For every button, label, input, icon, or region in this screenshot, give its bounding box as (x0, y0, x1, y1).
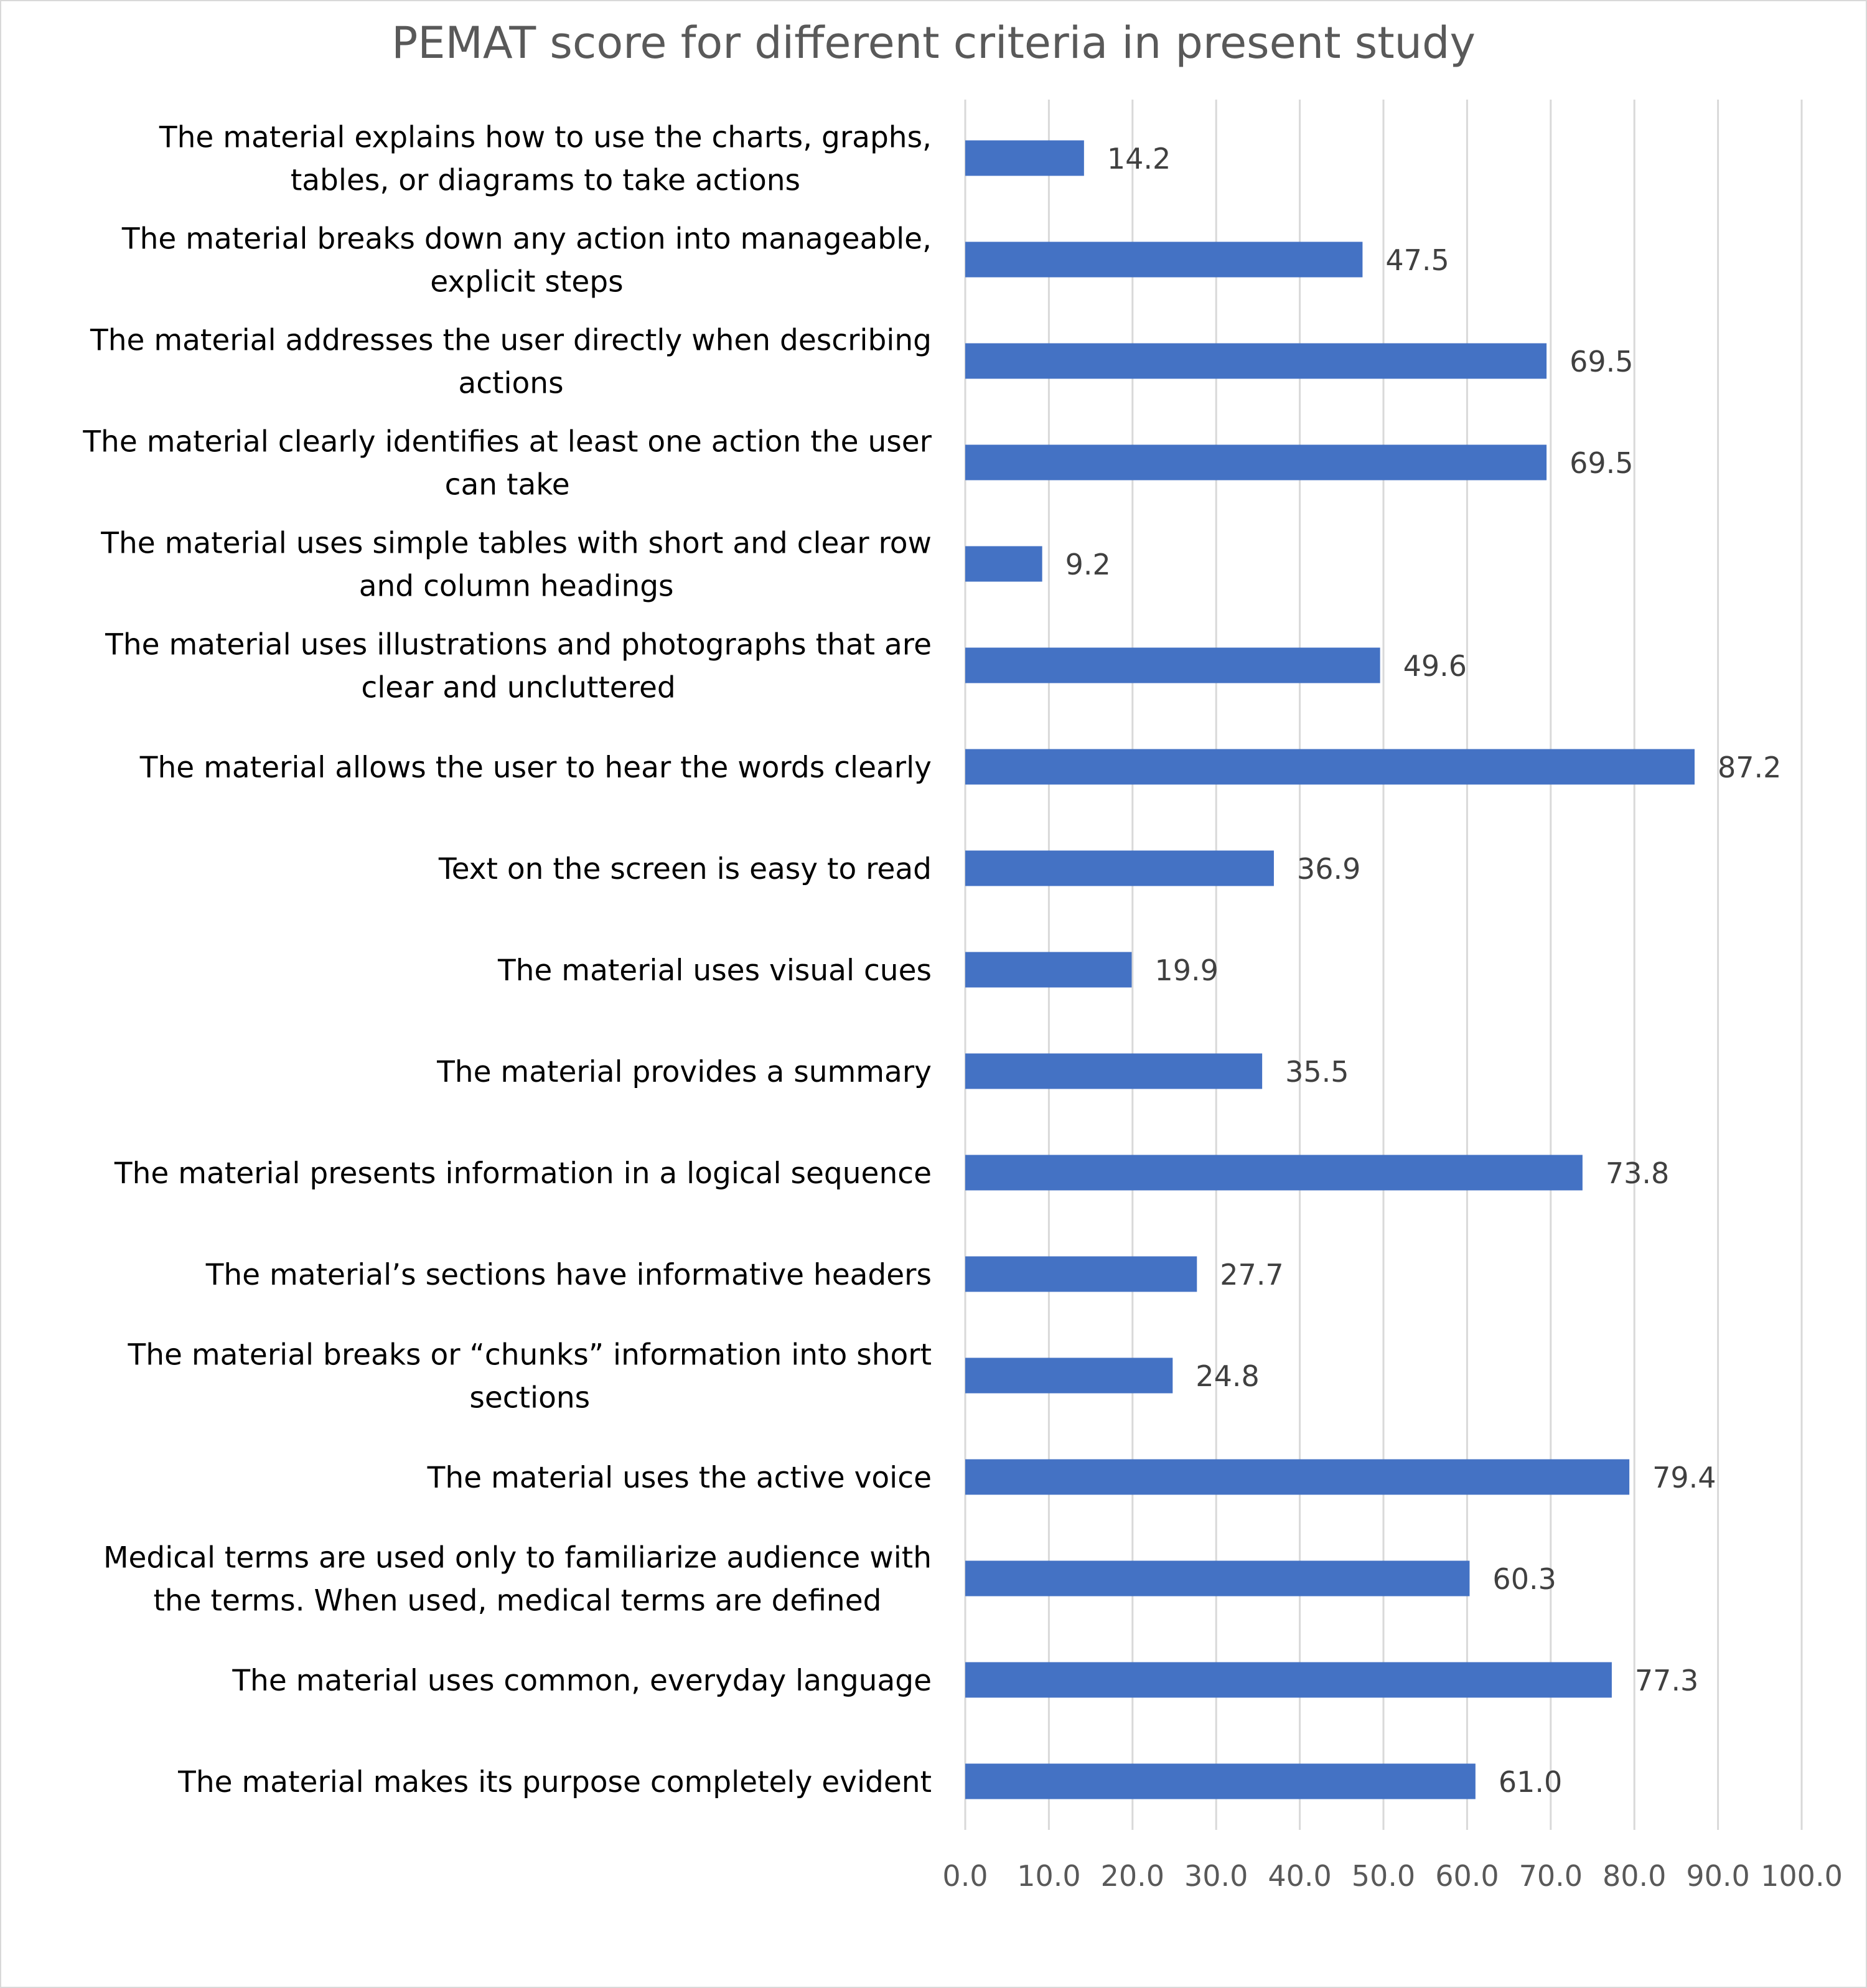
category-label-line: and column headings (359, 570, 674, 604)
category-label: The material presents information in a l… (114, 1156, 932, 1191)
bar (965, 241, 1363, 278)
x-axis-tick-labels: 0.0 10.0 20.0 30.0 40.0 50.0 60.0 70.0 80.0 90.0 1… (942, 1859, 1842, 1893)
bar (965, 1357, 1173, 1394)
data-label: 60.3 (1492, 1562, 1556, 1596)
x-tick-label: 30.0 (1184, 1859, 1248, 1893)
bar (965, 749, 1695, 785)
category-label-line: The material breaks down any action into… (121, 222, 932, 256)
category-label-line: The material addresses the user directly… (90, 324, 932, 358)
category-label-line: The material uses common, everyday langu… (232, 1664, 932, 1698)
category-label: The material addresses the user directly… (90, 324, 932, 401)
x-tick-label: 20.0 (1101, 1859, 1164, 1893)
category-label: The material uses common, everyday langu… (232, 1664, 932, 1698)
category-label: The material provides a summary (436, 1055, 932, 1089)
data-label: 77.3 (1635, 1664, 1698, 1697)
data-label: 14.2 (1107, 142, 1171, 176)
bar (965, 343, 1547, 379)
category-label-line: The material clearly identifies at least… (82, 425, 932, 459)
category-label-line: The material uses visual cues (497, 954, 932, 988)
category-label-line: Text on the screen is easy to read (438, 852, 932, 886)
category-label: The material makes its purpose completel… (177, 1765, 932, 1799)
category-label-line: The material’s sections have informative… (205, 1258, 932, 1292)
bar (965, 444, 1547, 481)
category-label-line: The material uses simple tables with sho… (100, 527, 932, 561)
gridlines (964, 100, 1803, 1830)
data-label: 79.4 (1652, 1461, 1716, 1494)
category-label: The material clearly identifies at least… (82, 425, 932, 502)
category-label-line: The material uses illustrations and phot… (105, 628, 932, 662)
bar (965, 850, 1274, 886)
data-label: 69.5 (1570, 446, 1633, 480)
bar (965, 1256, 1197, 1292)
category-label: Medical terms are used only to familiari… (103, 1541, 932, 1618)
category-label-line: clear and uncluttered (361, 671, 675, 705)
category-label: The material breaks or “chunks” informat… (128, 1338, 932, 1415)
bar (965, 1662, 1612, 1698)
category-label-line: The material allows the user to hear the… (139, 751, 932, 785)
data-label: 27.7 (1220, 1258, 1283, 1292)
bar (965, 140, 1084, 176)
category-label: The material uses visual cues (497, 954, 932, 988)
x-tick-label: 80.0 (1603, 1859, 1666, 1893)
data-label: 73.8 (1606, 1156, 1669, 1190)
bars (965, 140, 1695, 1799)
data-labels: 14.2 47.5 69.5 69.5 9.2 49.6 87.2 36.9 19.9 35.5 7… (1065, 142, 1782, 1799)
x-tick-label: 50.0 (1352, 1859, 1415, 1893)
bar (965, 952, 1132, 988)
bar (965, 1155, 1583, 1191)
category-label: The material uses simple tables with sho… (100, 527, 932, 604)
x-tick-label: 100.0 (1761, 1859, 1843, 1893)
category-label-line: The material explains how to use the cha… (159, 121, 932, 155)
bar (965, 1053, 1263, 1089)
category-label-line: can take (445, 468, 570, 502)
category-label-line: tables, or diagrams to take actions (291, 164, 800, 198)
bar (965, 1459, 1630, 1495)
x-tick-label: 10.0 (1017, 1859, 1080, 1893)
data-label: 24.8 (1196, 1359, 1259, 1393)
x-tick-label: 70.0 (1519, 1859, 1583, 1893)
bar (965, 647, 1380, 683)
x-tick-label: 90.0 (1686, 1859, 1749, 1893)
category-label-line: the terms. When used, medical terms are … (153, 1584, 881, 1618)
category-label: The material breaks down any action into… (121, 222, 932, 299)
category-label: The material explains how to use the cha… (159, 121, 932, 198)
data-label: 87.2 (1718, 751, 1781, 784)
category-label-line: The material presents information in a l… (114, 1156, 932, 1191)
bar (965, 546, 1042, 582)
category-label-line: explicit steps (430, 265, 623, 299)
data-label: 69.5 (1570, 345, 1633, 378)
category-label: Text on the screen is easy to read (438, 852, 932, 886)
category-label-line: The material provides a summary (436, 1055, 932, 1089)
category-label: The material’s sections have informative… (205, 1258, 932, 1292)
category-label: The material allows the user to hear the… (139, 751, 932, 785)
data-label: 35.5 (1285, 1055, 1349, 1089)
category-label-line: actions (458, 367, 563, 401)
data-label: 19.9 (1154, 954, 1218, 987)
chart-title: PEMAT score for different criteria in pr… (391, 17, 1476, 68)
bar (965, 1763, 1476, 1799)
x-tick-label: 0.0 (942, 1859, 988, 1893)
x-tick-label: 40.0 (1268, 1859, 1331, 1893)
category-label: The material uses the active voice (427, 1461, 932, 1495)
category-label-line: The material makes its purpose completel… (177, 1765, 932, 1799)
data-label: 36.9 (1297, 852, 1360, 886)
category-label-line: sections (469, 1381, 590, 1415)
category-label-line: The material breaks or “chunks” informat… (128, 1338, 932, 1372)
data-label: 47.5 (1385, 243, 1449, 277)
data-label: 49.6 (1403, 649, 1467, 683)
x-tick-label: 60.0 (1435, 1859, 1499, 1893)
category-label-line: The material uses the active voice (427, 1461, 932, 1495)
category-labels: The material explains how to use the cha… (82, 121, 932, 1800)
data-label: 9.2 (1065, 548, 1111, 581)
category-label-line: Medical terms are used only to familiari… (103, 1541, 932, 1575)
category-label: The material uses illustrations and phot… (105, 628, 932, 705)
data-label: 61.0 (1499, 1765, 1562, 1799)
bar (965, 1560, 1470, 1596)
